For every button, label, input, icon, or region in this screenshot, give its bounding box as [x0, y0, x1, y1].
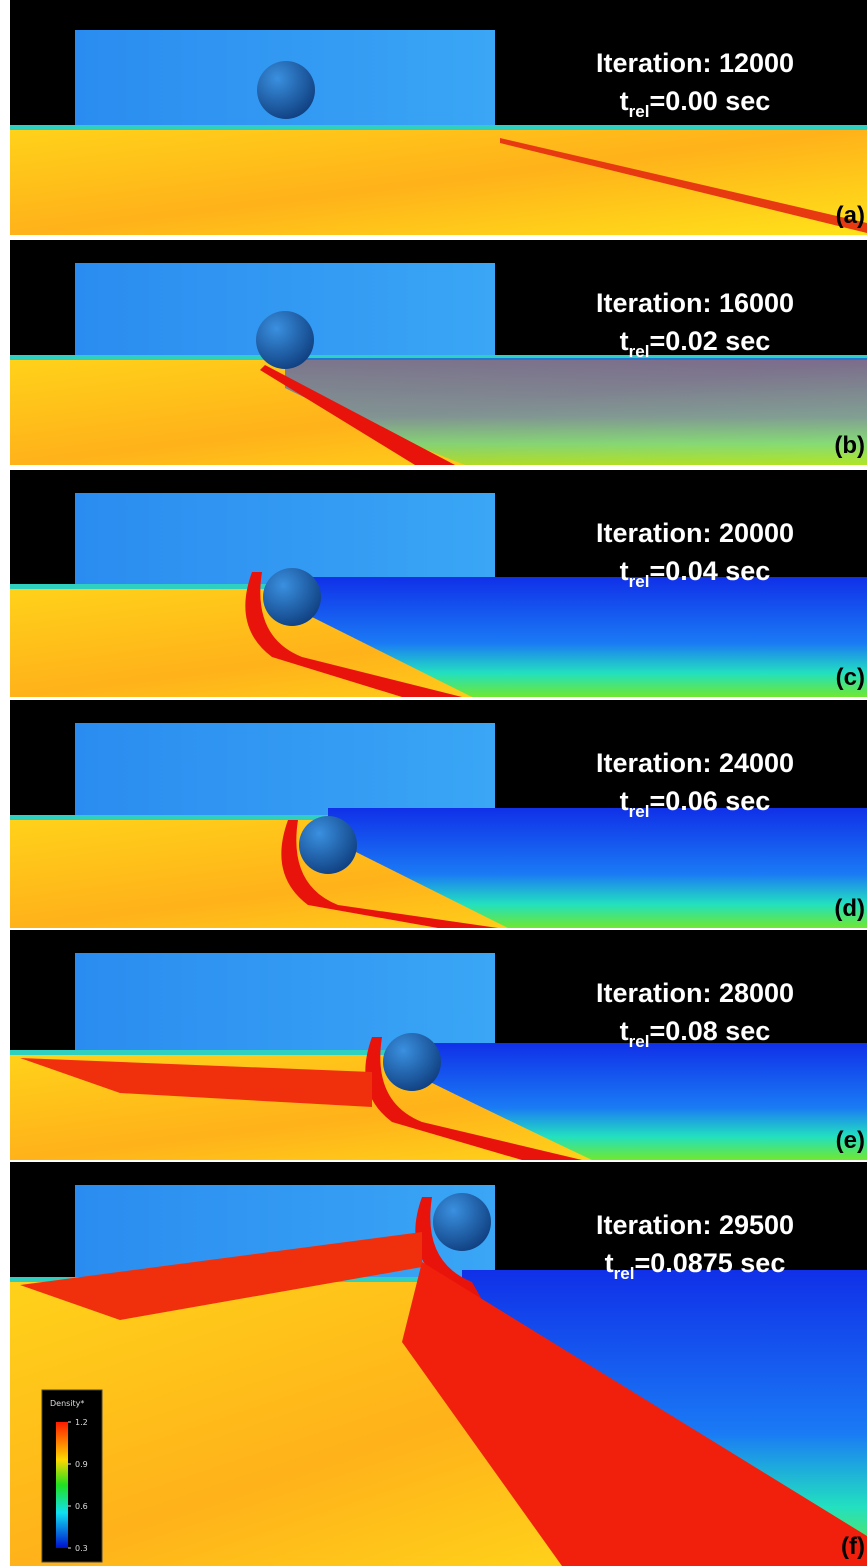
upper-box [75, 723, 495, 818]
wake-region [412, 1043, 867, 1160]
iteration-label: Iteration: 29500 [596, 1210, 794, 1240]
sphere [299, 816, 357, 874]
time-symbol: t [620, 1016, 629, 1046]
panel: Iteration: 20000 trel=0.04 sec (c) [10, 470, 867, 697]
panel-label: (a) [836, 202, 865, 229]
panel-label: (c) [836, 664, 865, 691]
panel: Iteration: 28000 trel=0.08 sec (e) [10, 930, 867, 1160]
time-subscript: rel [614, 1264, 635, 1283]
shock-front [245, 572, 462, 697]
colorbar: Density* 1.2 0.9 0.6 0.3 [41, 1389, 103, 1563]
time-value: =0.08 sec [649, 1016, 770, 1046]
colorbar-tick-label: 0.6 [75, 1502, 88, 1511]
time-label: trel=0.00 sec [620, 86, 771, 121]
iteration-label: Iteration: 28000 [596, 978, 794, 1008]
time-label: trel=0.0875 sec [605, 1248, 786, 1283]
shock-front [365, 1037, 582, 1160]
time-value: =0.00 sec [649, 86, 770, 116]
time-value: =0.02 sec [649, 326, 770, 356]
shock-band [402, 1262, 867, 1566]
sphere [383, 1033, 441, 1091]
iteration-label: Iteration: 16000 [596, 288, 794, 318]
boundary-layer [10, 355, 867, 360]
time-symbol: t [620, 786, 629, 816]
time-value: =0.04 sec [649, 556, 770, 586]
panel: Iteration: 12000 trel=0.00 sec (a) [10, 0, 867, 235]
panel-label: (f) [841, 1533, 865, 1560]
wake-region [328, 808, 867, 928]
panel-label: (e) [836, 1127, 865, 1154]
time-subscript: rel [629, 342, 650, 361]
panel: Iteration: 29500 trel=0.0875 sec (f) [10, 1162, 867, 1566]
time-value: =0.0875 sec [634, 1248, 785, 1278]
sphere [263, 568, 321, 626]
colorbar-tick-label: 0.9 [75, 1460, 88, 1469]
sphere [256, 311, 314, 369]
upper-box [75, 953, 495, 1053]
iteration-label: Iteration: 20000 [596, 518, 794, 548]
panel: Iteration: 24000 trel=0.06 sec (d) [10, 700, 867, 928]
shock-band [20, 1058, 372, 1107]
time-label: trel=0.04 sec [620, 556, 771, 591]
colorbar-tick-label: 1.2 [75, 1418, 88, 1427]
time-subscript: rel [629, 802, 650, 821]
time-subscript: rel [629, 102, 650, 121]
time-symbol: t [605, 1248, 614, 1278]
colorbar-background [41, 1389, 103, 1563]
panel-label: (d) [834, 895, 865, 922]
colorbar-tick-label: 0.3 [75, 1544, 88, 1553]
iteration-label: Iteration: 12000 [596, 48, 794, 78]
time-label: trel=0.06 sec [620, 786, 771, 821]
panel-label: (b) [834, 432, 865, 459]
colorbar-scale [56, 1422, 68, 1548]
time-value: =0.06 sec [649, 786, 770, 816]
sphere [433, 1193, 491, 1251]
time-symbol: t [620, 86, 629, 116]
time-subscript: rel [629, 572, 650, 591]
colorbar-title: Density* [50, 1399, 84, 1408]
shock-band [500, 138, 867, 233]
shock-band [20, 1232, 422, 1320]
shock-band [260, 365, 455, 465]
time-label: trel=0.02 sec [620, 326, 771, 361]
wake-region [292, 577, 867, 697]
time-symbol: t [620, 326, 629, 356]
ground-flow [10, 128, 867, 235]
time-label: trel=0.08 sec [620, 1016, 771, 1051]
sphere [257, 61, 315, 119]
iteration-label: Iteration: 24000 [596, 748, 794, 778]
time-subscript: rel [629, 1032, 650, 1051]
wake-region [285, 358, 867, 465]
time-symbol: t [620, 556, 629, 586]
panel: Iteration: 16000 trel=0.02 sec (b) [10, 240, 867, 465]
boundary-layer [10, 125, 867, 130]
